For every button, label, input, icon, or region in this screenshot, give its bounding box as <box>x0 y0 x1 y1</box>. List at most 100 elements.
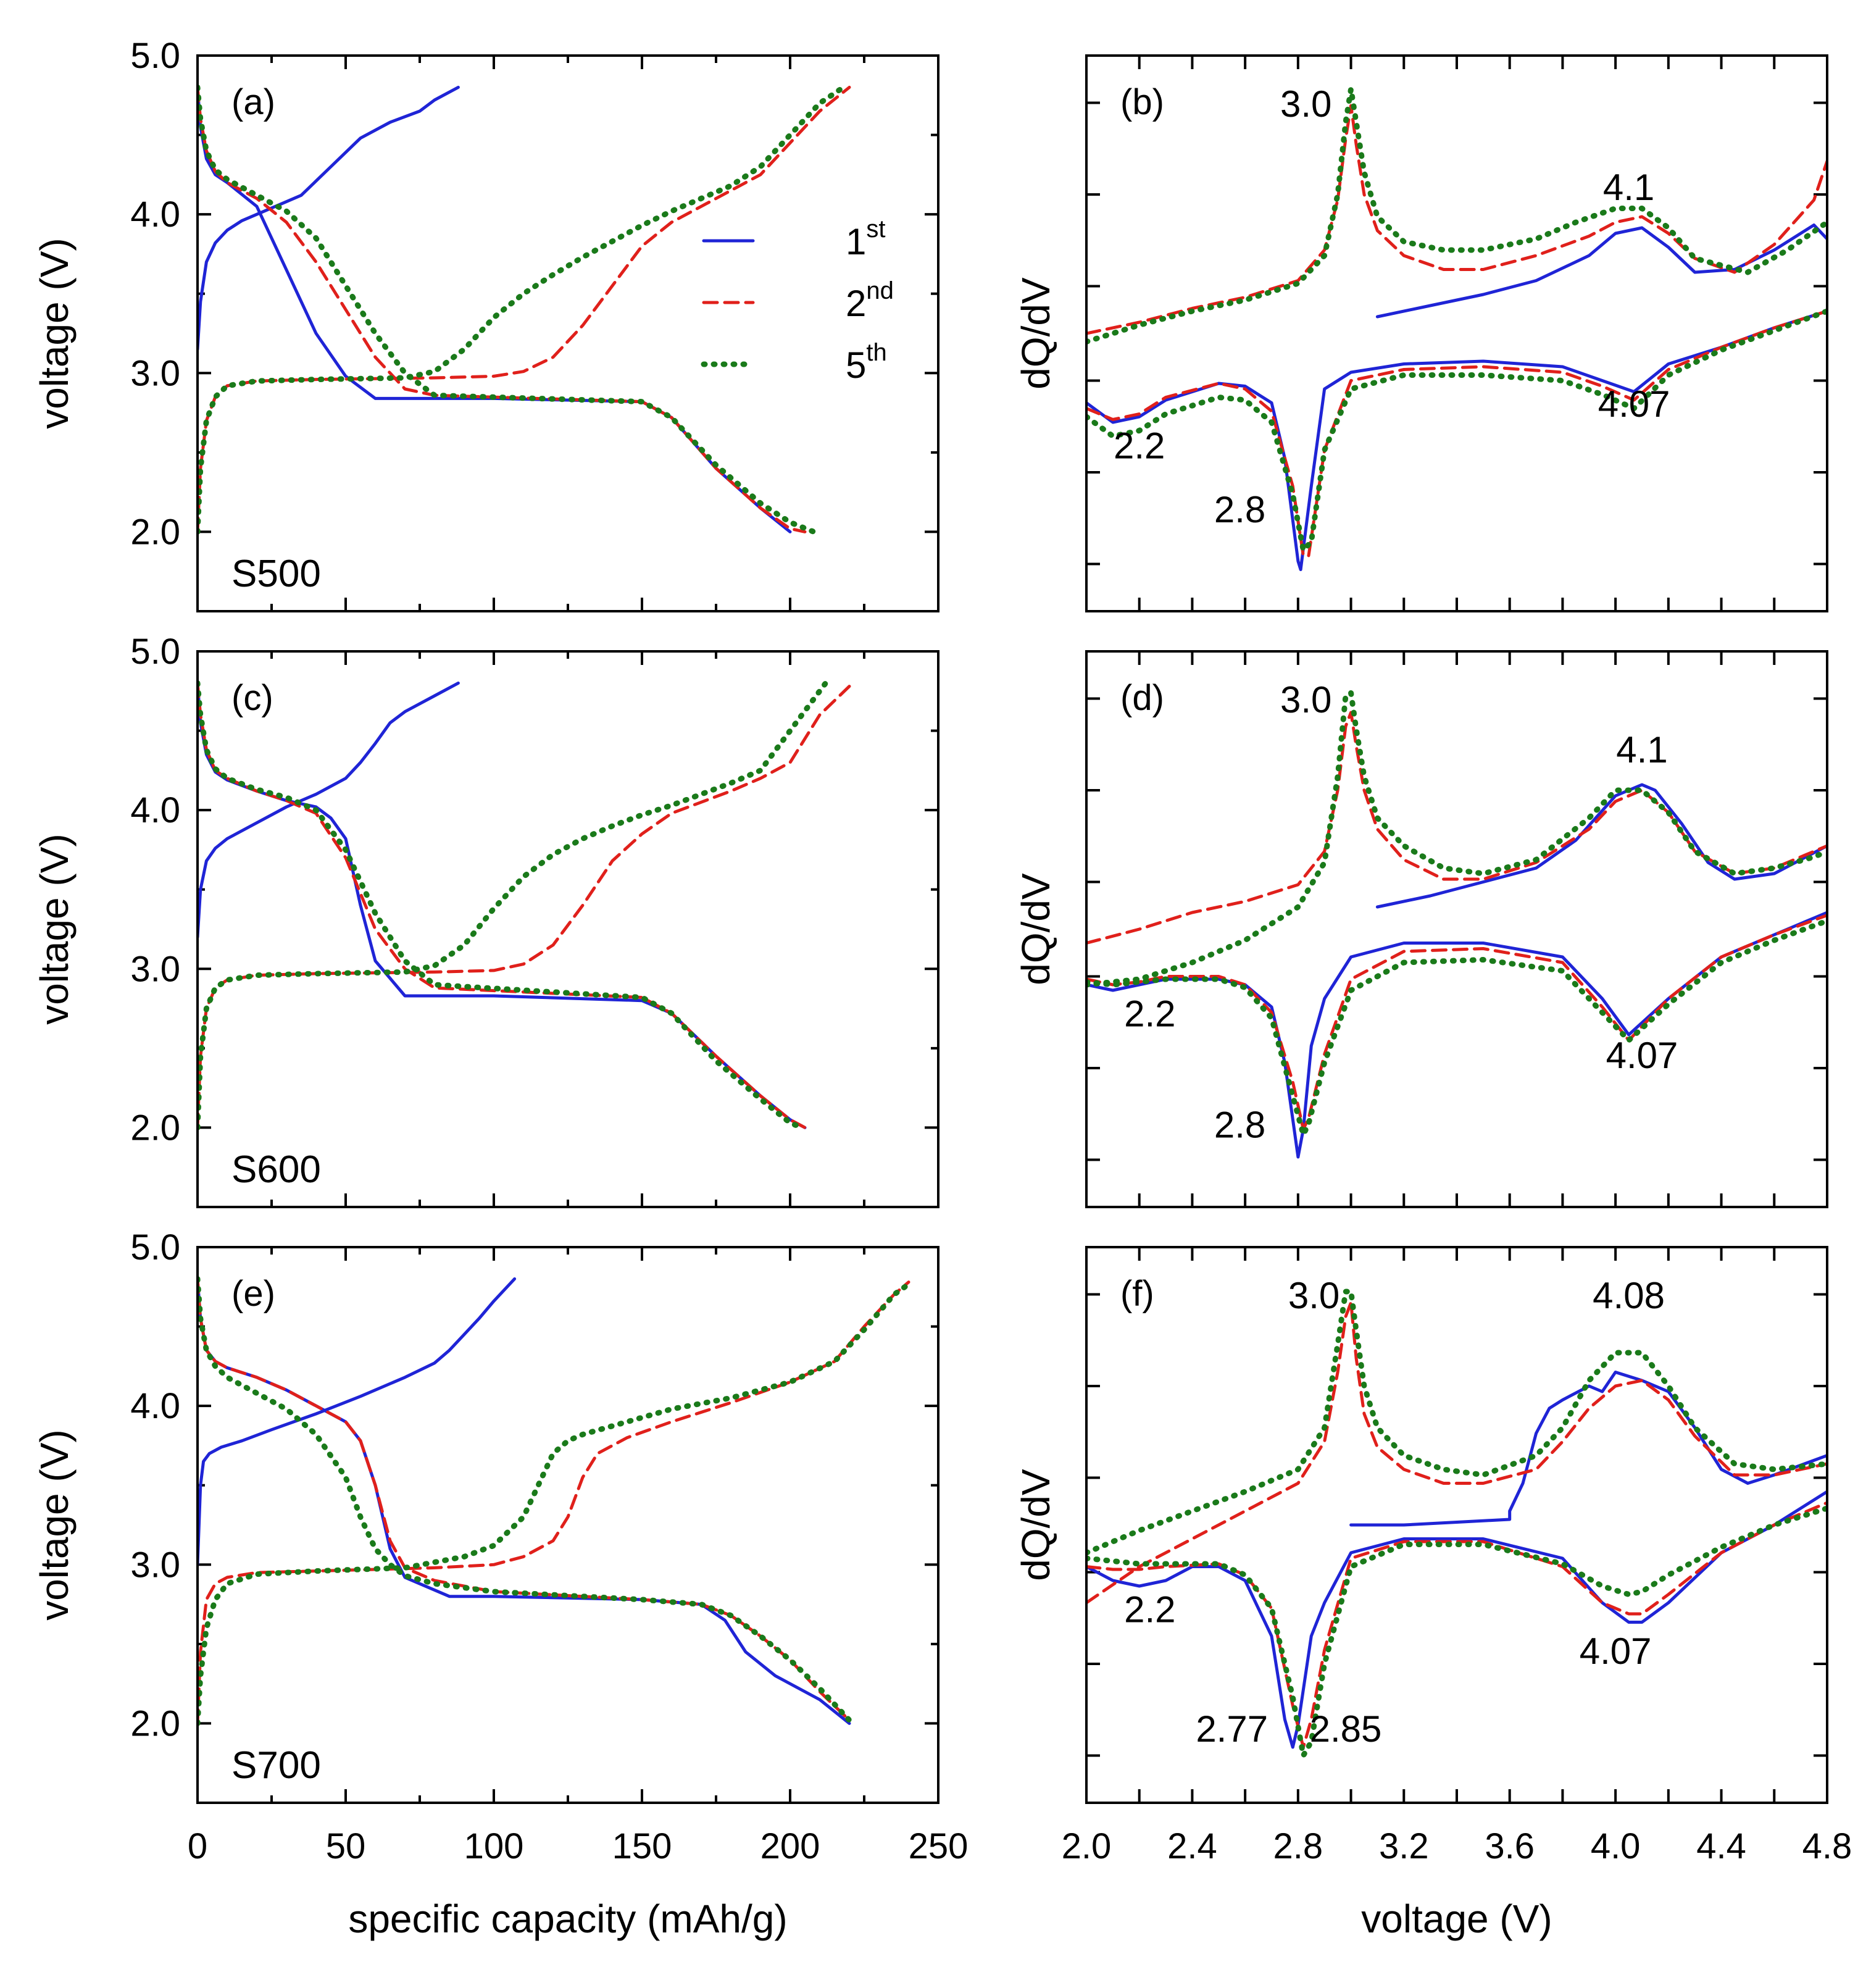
y-tick-label: 3.0 <box>130 1545 180 1585</box>
panel-f: 2.0 2.4 2.8 3.2 3.6 4.0 4.4 4.8 dQ/dV voltage (V)… <box>1014 1246 1852 1941</box>
y-tick-label: 3.0 <box>130 949 180 989</box>
series-line-cycle-2 <box>198 1277 851 1722</box>
series-line-cycle-5 <box>198 84 817 535</box>
x-tick-label: 4.8 <box>1802 1826 1852 1866</box>
peak-annotation: 2.8 <box>1214 489 1265 530</box>
series-line-cycle-2 <box>1086 104 1827 335</box>
panel-label: (a) <box>231 82 275 122</box>
peak-annotation: 2.2 <box>1124 993 1175 1035</box>
series-line-cycle-1 <box>198 1277 851 1725</box>
panel-label: (f) <box>1120 1274 1154 1314</box>
x-tick-label: 2.4 <box>1167 1826 1217 1866</box>
series-line-cycle-1 <box>198 85 460 351</box>
series-line-cycle-2 <box>1086 1301 1827 1605</box>
panel-c: 2.0 3.0 4.0 5.0 voltage (V) (c) S600 <box>32 632 939 1208</box>
plot-frame <box>196 54 939 612</box>
x-tick-label: 2.0 <box>1062 1826 1112 1866</box>
y-axis-title: voltage (V) <box>32 238 77 428</box>
legend-label: 1st <box>846 215 886 262</box>
y-axis-title: dQ/dV <box>1014 873 1058 985</box>
series-line-cycle-1 <box>198 681 460 939</box>
peak-annotation: 4.1 <box>1616 729 1667 771</box>
series-line-cycle-5 <box>198 1279 915 1726</box>
series-line-cycle-1 <box>1375 223 1827 319</box>
series-line-cycle-2 <box>198 681 807 1129</box>
peak-annotation: 2.85 <box>1310 1708 1382 1750</box>
y-tick-label: 4.0 <box>130 790 180 830</box>
sample-label: S700 <box>231 1744 321 1787</box>
peak-annotation: 3.0 <box>1288 1275 1339 1316</box>
x-tick-label: 4.4 <box>1696 1826 1746 1866</box>
x-tick-label: 100 <box>464 1826 524 1866</box>
x-tick-label: 150 <box>612 1826 672 1866</box>
x-tick-label: 50 <box>326 1826 366 1866</box>
legend-label: 5th <box>846 339 887 386</box>
legend-number: 5 <box>846 345 866 386</box>
series-line-cycle-2 <box>198 685 851 1129</box>
y-tick-label: 2.0 <box>130 1108 180 1148</box>
plot-frame <box>1085 54 1828 612</box>
x-tick-label: 4.0 <box>1591 1826 1641 1866</box>
y-tick-label: 4.0 <box>130 194 180 235</box>
sample-label: S600 <box>231 1148 321 1191</box>
y-axis-title: dQ/dV <box>1014 1469 1058 1581</box>
y-tick-label: 4.0 <box>130 1386 180 1426</box>
series-line-cycle-2 <box>1086 914 1827 1131</box>
panel-label: (c) <box>231 678 273 718</box>
legend-number: 1 <box>846 221 866 262</box>
peak-annotation: 4.07 <box>1598 383 1670 425</box>
series-line-cycle-1 <box>198 681 807 1129</box>
series-line-cycle-5 <box>1086 308 1827 553</box>
series-line-cycle-1 <box>1349 1371 1827 1527</box>
plot-frame <box>1085 1246 1828 1804</box>
peak-annotation: 4.08 <box>1593 1275 1665 1316</box>
y-tick-label: 5.0 <box>130 36 180 76</box>
y-tick-label: 5.0 <box>130 1227 180 1268</box>
series-line-cycle-1 <box>198 1277 517 1566</box>
peak-annotation: 2.8 <box>1214 1105 1265 1146</box>
series-line-cycle-5 <box>198 680 829 1130</box>
y-axis-title: voltage (V) <box>32 1429 77 1620</box>
x-tick-label: 0 <box>188 1826 207 1866</box>
series-line-cycle-5 <box>1086 1505 1827 1758</box>
panel-e: 2.0 3.0 4.0 5.0 0 50 100 150 200 250 voltage (V) sp… <box>32 1227 968 1941</box>
peak-annotation: 4.07 <box>1580 1631 1652 1672</box>
plot-frame <box>1085 650 1828 1208</box>
x-axis-title: voltage (V) <box>1361 1897 1552 1941</box>
x-axis-title: specific capacity (mAh/g) <box>348 1897 787 1941</box>
y-tick-label: 3.0 <box>130 353 180 393</box>
panel-label: (b) <box>1120 82 1164 122</box>
x-tick-label: 200 <box>760 1826 820 1866</box>
series-line-cycle-1 <box>1375 783 1827 909</box>
series-line-cycle-2 <box>198 1280 910 1725</box>
peak-annotation: 4.1 <box>1603 167 1654 208</box>
plot-frame <box>196 650 939 1208</box>
peak-annotation: 3.0 <box>1280 83 1331 125</box>
series-line-cycle-5 <box>198 1276 856 1726</box>
panel-label: (e) <box>231 1274 275 1314</box>
y-tick-label: 2.0 <box>130 512 180 552</box>
sample-label: S500 <box>231 553 321 595</box>
y-axis-title: voltage (V) <box>32 833 77 1024</box>
x-tick-label: 3.2 <box>1379 1826 1429 1866</box>
series-line-cycle-5 <box>198 84 846 535</box>
series-line-cycle-2 <box>1086 711 1827 945</box>
panel-a: 2.0 3.0 4.0 5.0 voltage (V) (a) S500 <box>32 36 939 612</box>
y-tick-label: 2.0 <box>130 1703 180 1744</box>
series-line-cycle-5 <box>1086 690 1827 988</box>
series-line-cycle-5 <box>1086 1288 1827 1556</box>
legend-number: 2 <box>846 283 866 324</box>
legend-superscript: st <box>866 215 885 243</box>
panel-b: dQ/dV (b) 3.0 4.1 2.2 2.8 4.07 <box>1014 54 1828 612</box>
series-line-cycle-1 <box>198 85 792 533</box>
legend-superscript: nd <box>866 277 894 304</box>
x-tick-label: 250 <box>909 1826 969 1866</box>
panel-d: dQ/dV (d) 3.0 4.1 2.2 2.8 4.07 <box>1014 650 1828 1208</box>
panel-label: (d) <box>1120 678 1164 718</box>
series-line-cycle-2 <box>1086 1501 1827 1749</box>
peak-annotation: 2.2 <box>1114 425 1165 467</box>
y-tick-label: 5.0 <box>130 632 180 672</box>
series-line-cycle-2 <box>198 85 851 533</box>
legend-label: 2nd <box>846 277 894 324</box>
